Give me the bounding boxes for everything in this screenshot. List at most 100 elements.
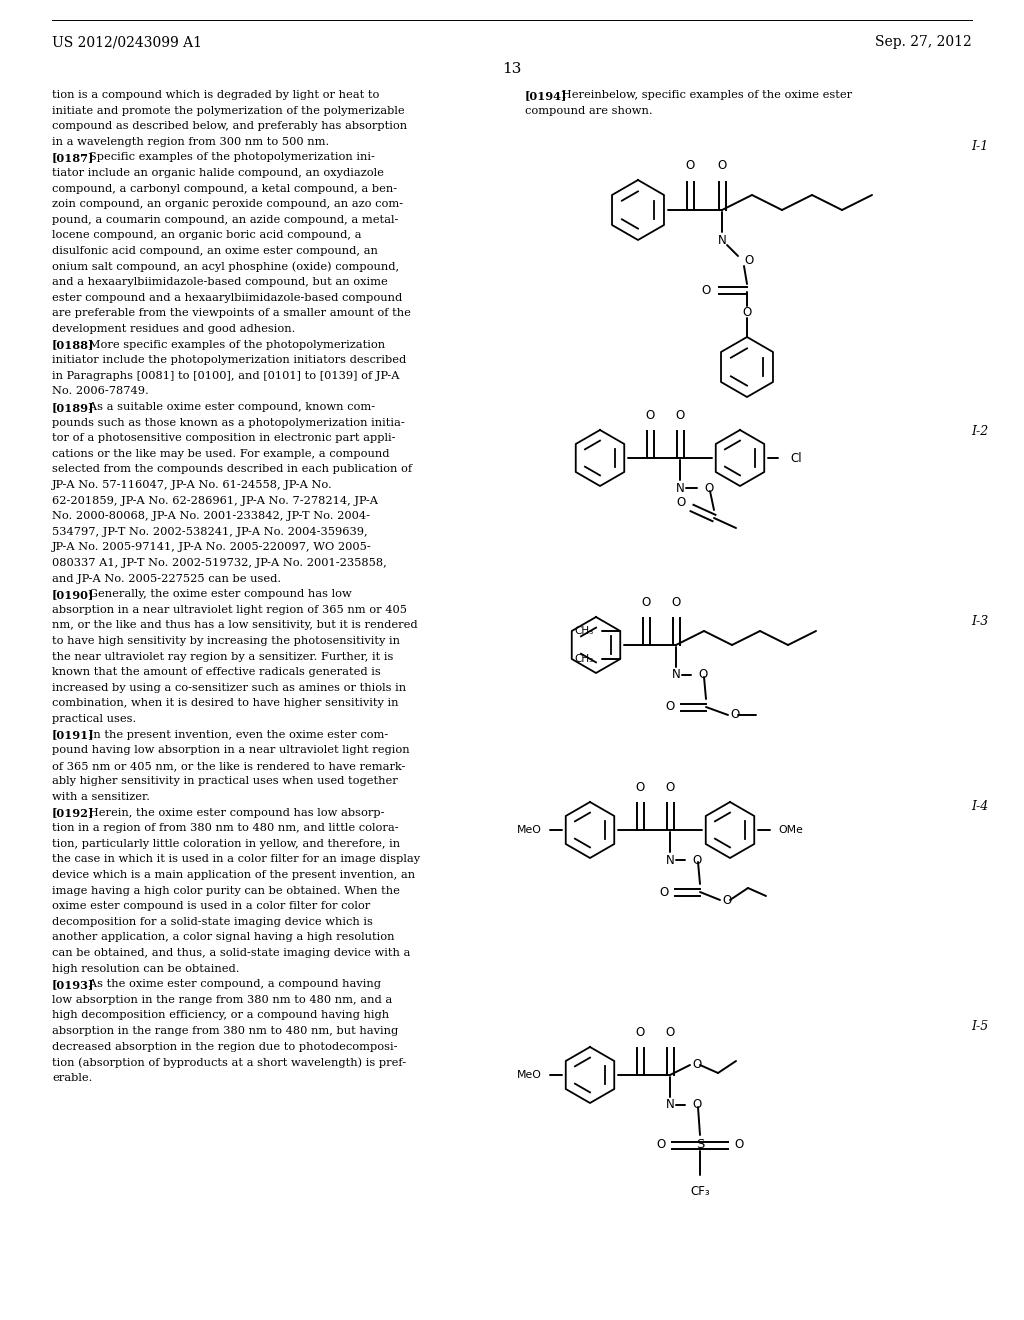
- Text: known that the amount of effective radicals generated is: known that the amount of effective radic…: [52, 667, 381, 677]
- Text: with a sensitizer.: with a sensitizer.: [52, 792, 150, 803]
- Text: O: O: [635, 1026, 645, 1039]
- Text: compound, a carbonyl compound, a ketal compound, a ben-: compound, a carbonyl compound, a ketal c…: [52, 183, 397, 194]
- Text: in a wavelength region from 300 nm to 500 nm.: in a wavelength region from 300 nm to 50…: [52, 137, 330, 147]
- Text: initiate and promote the polymerization of the polymerizable: initiate and promote the polymerization …: [52, 106, 404, 116]
- Text: erable.: erable.: [52, 1073, 92, 1082]
- Text: O: O: [692, 1098, 701, 1111]
- Text: I-2: I-2: [971, 425, 988, 438]
- Text: compound as described below, and preferably has absorption: compound as described below, and prefera…: [52, 121, 408, 131]
- Text: O: O: [698, 668, 708, 681]
- Text: are preferable from the viewpoints of a smaller amount of the: are preferable from the viewpoints of a …: [52, 309, 411, 318]
- Text: No. 2000-80068, JP-A No. 2001-233842, JP-T No. 2004-: No. 2000-80068, JP-A No. 2001-233842, JP…: [52, 511, 370, 521]
- Text: [0192]: [0192]: [52, 808, 94, 818]
- Text: tiator include an organic halide compound, an oxydiazole: tiator include an organic halide compoun…: [52, 168, 384, 178]
- Text: selected from the compounds described in each publication of: selected from the compounds described in…: [52, 465, 412, 474]
- Text: Generally, the oxime ester compound has low: Generally, the oxime ester compound has …: [78, 589, 351, 599]
- Text: combination, when it is desired to have higher sensitivity in: combination, when it is desired to have …: [52, 698, 398, 709]
- Text: O: O: [730, 709, 739, 722]
- Text: O: O: [744, 253, 754, 267]
- Text: tion is a compound which is degraded by light or heat to: tion is a compound which is degraded by …: [52, 90, 379, 100]
- Text: JP-A No. 57-116047, JP-A No. 61-24558, JP-A No.: JP-A No. 57-116047, JP-A No. 61-24558, J…: [52, 480, 333, 490]
- Text: ester compound and a hexaarylbiimidazole-based compound: ester compound and a hexaarylbiimidazole…: [52, 293, 402, 302]
- Text: I-4: I-4: [971, 800, 988, 813]
- Text: N: N: [672, 668, 680, 681]
- Text: More specific examples of the photopolymerization: More specific examples of the photopolym…: [78, 339, 385, 350]
- Text: S: S: [696, 1138, 705, 1151]
- Text: [0191]: [0191]: [52, 730, 94, 741]
- Text: O: O: [659, 886, 669, 899]
- Text: 534797, JP-T No. 2002-538241, JP-A No. 2004-359639,: 534797, JP-T No. 2002-538241, JP-A No. 2…: [52, 527, 368, 537]
- Text: JP-A No. 2005-97141, JP-A No. 2005-220097, WO 2005-: JP-A No. 2005-97141, JP-A No. 2005-22009…: [52, 543, 372, 552]
- Text: image having a high color purity can be obtained. When the: image having a high color purity can be …: [52, 886, 400, 895]
- Text: 080337 A1, JP-T No. 2002-519732, JP-A No. 2001-235858,: 080337 A1, JP-T No. 2002-519732, JP-A No…: [52, 558, 387, 568]
- Text: increased by using a co-sensitizer such as amines or thiols in: increased by using a co-sensitizer such …: [52, 682, 407, 693]
- Text: oxime ester compound is used in a color filter for color: oxime ester compound is used in a color …: [52, 902, 371, 911]
- Text: absorption in a near ultraviolet light region of 365 nm or 405: absorption in a near ultraviolet light r…: [52, 605, 407, 615]
- Text: low absorption in the range from 380 nm to 480 nm, and a: low absorption in the range from 380 nm …: [52, 995, 392, 1005]
- Text: device which is a main application of the present invention, an: device which is a main application of th…: [52, 870, 415, 880]
- Text: Hereinbelow, specific examples of the oxime ester: Hereinbelow, specific examples of the ox…: [551, 90, 852, 100]
- Text: pounds such as those known as a photopolymerization initia-: pounds such as those known as a photopol…: [52, 417, 404, 428]
- Text: CH₃: CH₃: [574, 626, 594, 636]
- Text: the case in which it is used in a color filter for an image display: the case in which it is used in a color …: [52, 854, 420, 865]
- Text: No. 2006-78749.: No. 2006-78749.: [52, 387, 148, 396]
- Text: can be obtained, and thus, a solid-state imaging device with a: can be obtained, and thus, a solid-state…: [52, 948, 411, 958]
- Text: decreased absorption in the region due to photodecomposi-: decreased absorption in the region due t…: [52, 1041, 397, 1052]
- Text: MeO: MeO: [517, 1071, 542, 1080]
- Text: ably higher sensitivity in practical uses when used together: ably higher sensitivity in practical use…: [52, 776, 397, 787]
- Text: practical uses.: practical uses.: [52, 714, 136, 723]
- Text: tion (absorption of byproducts at a short wavelength) is pref-: tion (absorption of byproducts at a shor…: [52, 1057, 407, 1068]
- Text: I-1: I-1: [971, 140, 988, 153]
- Text: O: O: [672, 597, 681, 609]
- Text: O: O: [692, 1059, 701, 1072]
- Text: O: O: [705, 482, 714, 495]
- Text: O: O: [677, 496, 686, 510]
- Text: Sep. 27, 2012: Sep. 27, 2012: [876, 36, 972, 49]
- Text: 13: 13: [503, 62, 521, 77]
- Text: onium salt compound, an acyl phosphine (oxide) compound,: onium salt compound, an acyl phosphine (…: [52, 261, 399, 272]
- Text: O: O: [701, 284, 711, 297]
- Text: [0194]: [0194]: [525, 90, 567, 102]
- Text: [0188]: [0188]: [52, 339, 94, 351]
- Text: Cl: Cl: [790, 451, 802, 465]
- Text: US 2012/0243099 A1: US 2012/0243099 A1: [52, 36, 202, 49]
- Text: tor of a photosensitive composition in electronic part appli-: tor of a photosensitive composition in e…: [52, 433, 395, 444]
- Text: O: O: [635, 781, 645, 795]
- Text: I-5: I-5: [971, 1020, 988, 1034]
- Text: O: O: [692, 854, 701, 866]
- Text: locene compound, an organic boric acid compound, a: locene compound, an organic boric acid c…: [52, 231, 361, 240]
- Text: development residues and good adhesion.: development residues and good adhesion.: [52, 323, 295, 334]
- Text: initiator include the photopolymerization initiators described: initiator include the photopolymerizatio…: [52, 355, 407, 366]
- Text: high resolution can be obtained.: high resolution can be obtained.: [52, 964, 240, 974]
- Text: N: N: [718, 234, 726, 247]
- Text: O: O: [666, 701, 675, 714]
- Text: and JP-A No. 2005-227525 can be used.: and JP-A No. 2005-227525 can be used.: [52, 574, 282, 583]
- Text: O: O: [718, 158, 727, 172]
- Text: MeO: MeO: [517, 825, 542, 836]
- Text: nm, or the like and thus has a low sensitivity, but it is rendered: nm, or the like and thus has a low sensi…: [52, 620, 418, 631]
- Text: in Paragraphs [0081] to [0100], and [0101] to [0139] of JP-A: in Paragraphs [0081] to [0100], and [010…: [52, 371, 399, 380]
- Text: another application, a color signal having a high resolution: another application, a color signal havi…: [52, 932, 394, 942]
- Text: As a suitable oxime ester compound, known com-: As a suitable oxime ester compound, know…: [78, 403, 375, 412]
- Text: tion in a region of from 380 nm to 480 nm, and little colora-: tion in a region of from 380 nm to 480 n…: [52, 824, 398, 833]
- Text: tion, particularly little coloration in yellow, and therefore, in: tion, particularly little coloration in …: [52, 838, 400, 849]
- Text: and a hexaarylbiimidazole-based compound, but an oxime: and a hexaarylbiimidazole-based compound…: [52, 277, 388, 288]
- Text: absorption in the range from 380 nm to 480 nm, but having: absorption in the range from 380 nm to 4…: [52, 1026, 398, 1036]
- Text: O: O: [645, 409, 654, 422]
- Text: the near ultraviolet ray region by a sensitizer. Further, it is: the near ultraviolet ray region by a sen…: [52, 652, 393, 661]
- Text: disulfonic acid compound, an oxime ester compound, an: disulfonic acid compound, an oxime ester…: [52, 246, 378, 256]
- Text: zoin compound, an organic peroxide compound, an azo com-: zoin compound, an organic peroxide compo…: [52, 199, 403, 209]
- Text: [0189]: [0189]: [52, 403, 94, 413]
- Text: In the present invention, even the oxime ester com-: In the present invention, even the oxime…: [78, 730, 388, 739]
- Text: 62-201859, JP-A No. 62-286961, JP-A No. 7-278214, JP-A: 62-201859, JP-A No. 62-286961, JP-A No. …: [52, 495, 378, 506]
- Text: O: O: [734, 1138, 743, 1151]
- Text: pound, a coumarin compound, an azide compound, a metal-: pound, a coumarin compound, an azide com…: [52, 215, 398, 224]
- Text: O: O: [676, 409, 685, 422]
- Text: CF₃: CF₃: [690, 1185, 710, 1199]
- Text: N: N: [666, 1098, 675, 1111]
- Text: [0187]: [0187]: [52, 152, 94, 164]
- Text: CH₃: CH₃: [574, 653, 594, 664]
- Text: O: O: [641, 597, 650, 609]
- Text: Herein, the oxime ester compound has low absorp-: Herein, the oxime ester compound has low…: [78, 808, 384, 817]
- Text: [0190]: [0190]: [52, 589, 94, 601]
